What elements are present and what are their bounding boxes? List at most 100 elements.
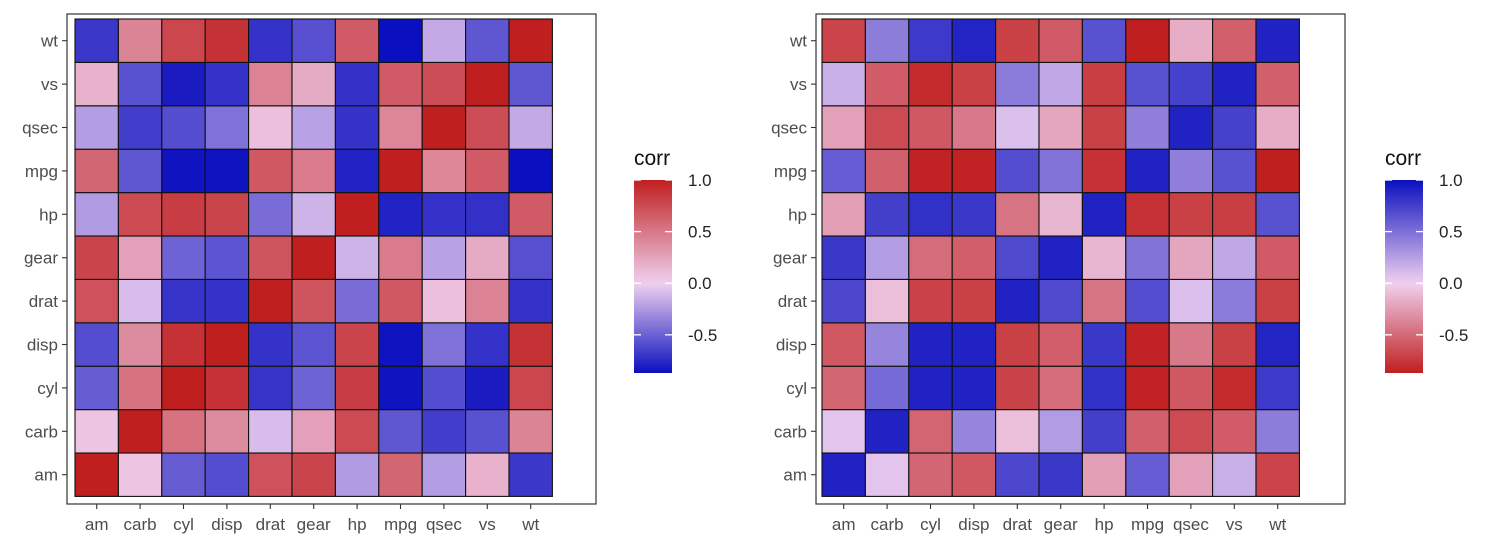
heatmap-cell-disp-carb [117, 322, 163, 367]
y-tick-label-mpg: mpg [774, 162, 807, 181]
heatmap-cell-carb-qsec [421, 409, 467, 454]
x-tick-label-disp: disp [211, 515, 242, 534]
x-tick-label-vs: vs [1226, 515, 1243, 534]
heatmap-cell-disp-wt [508, 322, 553, 367]
heatmap-cell-disp-hp [334, 322, 380, 367]
heatmap-cell-drat-carb [117, 278, 163, 324]
heatmap-cell-mpg-qsec [1168, 148, 1214, 194]
heatmap-cell-gear-carb [864, 235, 910, 280]
heatmap-cell-hp-vs [465, 192, 510, 237]
heatmap-cell-hp-carb [117, 192, 163, 237]
heatmap-cell-gear-vs [465, 235, 510, 280]
heatmap-cell-cyl-gear [291, 365, 336, 411]
heatmap-cell-vs-gear [291, 61, 336, 107]
heatmap-cell-am-vs [465, 452, 510, 497]
heatmap-right: am carb cyl disp drat gear hp mpg qsec vs wtamcarb… [771, 13, 1468, 534]
heatmap-cell-am-am [74, 452, 119, 497]
heatmap-cell-cyl-drat [248, 365, 293, 411]
heatmap-cell-disp-mpg [1125, 322, 1170, 367]
x-tick-label-carb: carb [871, 515, 904, 534]
heatmap-cell-drat-hp [334, 278, 380, 324]
heatmap-cell-hp-am [821, 192, 866, 237]
heatmap-cell-qsec-am [821, 105, 866, 150]
heatmap-cell-qsec-wt [508, 105, 553, 150]
heatmap-cell-am-hp [1081, 452, 1127, 497]
heatmap-cell-disp-gear [1038, 322, 1083, 367]
heatmap-cell-qsec-disp [204, 105, 250, 150]
heatmap-cell-wt-drat [248, 18, 293, 63]
heatmap-cell-disp-cyl [161, 322, 206, 367]
heatmap-cell-drat-disp [204, 278, 250, 324]
heatmap-cell-mpg-mpg [378, 148, 423, 194]
heatmap-cell-carb-cyl [908, 409, 953, 454]
x-tick-label-am: am [832, 515, 856, 534]
heatmap-cell-drat-vs [1212, 278, 1257, 324]
heatmap-cell-mpg-vs [1212, 148, 1257, 194]
heatmap-cell-am-qsec [1168, 452, 1214, 497]
heatmap-cell-disp-mpg [378, 322, 423, 367]
heatmap-cell-am-wt [1255, 452, 1300, 497]
heatmap-cell-carb-drat [248, 409, 293, 454]
legend-tick-label: 0.5 [688, 223, 712, 242]
heatmap-cell-drat-qsec [1168, 278, 1214, 324]
x-tick-label-wt: wt [521, 515, 539, 534]
heatmap-cell-carb-mpg [1125, 409, 1170, 454]
heatmap-cell-hp-gear [291, 192, 336, 237]
heatmap-cell-gear-hp [334, 235, 380, 280]
heatmap-cell-drat-mpg [1125, 278, 1170, 324]
y-tick-label-disp: disp [27, 336, 58, 355]
heatmap-cell-vs-cyl [908, 61, 953, 107]
x-tick-label-qsec: qsec [426, 515, 462, 534]
heatmap-cell-vs-wt [1255, 61, 1300, 107]
heatmap-cell-cyl-cyl [161, 365, 206, 411]
legend-gradient-bar [1385, 180, 1423, 373]
legend-tick-label: 1.0 [1439, 171, 1463, 190]
heatmap-cell-am-mpg [1125, 452, 1170, 497]
y-tick-label-drat: drat [778, 292, 808, 311]
heatmap-cell-cyl-carb [117, 365, 163, 411]
heatmap-cell-cyl-drat [995, 365, 1040, 411]
heatmap-cell-vs-am [821, 61, 866, 107]
heatmap-cell-drat-cyl [908, 278, 953, 324]
heatmap-cell-vs-mpg [378, 61, 423, 107]
heatmap-cell-wt-cyl [161, 18, 206, 63]
heatmap-cell-vs-wt [508, 61, 553, 107]
heatmap-cell-vs-vs [1212, 61, 1257, 107]
heatmap-cell-carb-disp [204, 409, 250, 454]
heatmap-tiles [74, 18, 553, 497]
heatmap-cell-mpg-qsec [421, 148, 467, 194]
heatmap-cell-drat-hp [1081, 278, 1127, 324]
y-tick-label-am: am [783, 466, 807, 485]
heatmap-cell-vs-am [74, 61, 119, 107]
x-tick-label-qsec: qsec [1173, 515, 1209, 534]
heatmap-cell-wt-wt [1255, 18, 1300, 63]
heatmap-cell-carb-carb [864, 409, 910, 454]
heatmap-cell-gear-disp [204, 235, 250, 280]
heatmap-cell-vs-qsec [1168, 61, 1214, 107]
y-tick-label-cyl: cyl [37, 379, 58, 398]
heatmap-cell-cyl-hp [1081, 365, 1127, 411]
x-tick-label-vs: vs [479, 515, 496, 534]
heatmap-cell-hp-am [74, 192, 119, 237]
heatmap-cell-cyl-qsec [1168, 365, 1214, 411]
heatmap-cell-drat-vs [465, 278, 510, 324]
heatmap-cell-cyl-mpg [1125, 365, 1170, 411]
heatmap-cell-gear-am [74, 235, 119, 280]
heatmap-cell-vs-carb [864, 61, 910, 107]
heatmap-cell-mpg-carb [117, 148, 163, 194]
heatmap-cell-qsec-qsec [1168, 105, 1214, 150]
heatmap-cell-carb-disp [951, 409, 997, 454]
heatmap-cell-hp-disp [204, 192, 250, 237]
heatmap-cell-gear-gear [291, 235, 336, 280]
heatmap-cell-mpg-gear [291, 148, 336, 194]
heatmap-cell-mpg-am [821, 148, 866, 194]
heatmap-cell-qsec-disp [951, 105, 997, 150]
x-tick-label-drat: drat [1003, 515, 1033, 534]
heatmap-cell-qsec-gear [291, 105, 336, 150]
x-tick-label-carb: carb [124, 515, 157, 534]
heatmap-cell-am-gear [1038, 452, 1083, 497]
heatmap-cell-disp-drat [248, 322, 293, 367]
heatmap-cell-wt-cyl [908, 18, 953, 63]
heatmap-cell-gear-disp [951, 235, 997, 280]
heatmap-cell-mpg-cyl [908, 148, 953, 194]
